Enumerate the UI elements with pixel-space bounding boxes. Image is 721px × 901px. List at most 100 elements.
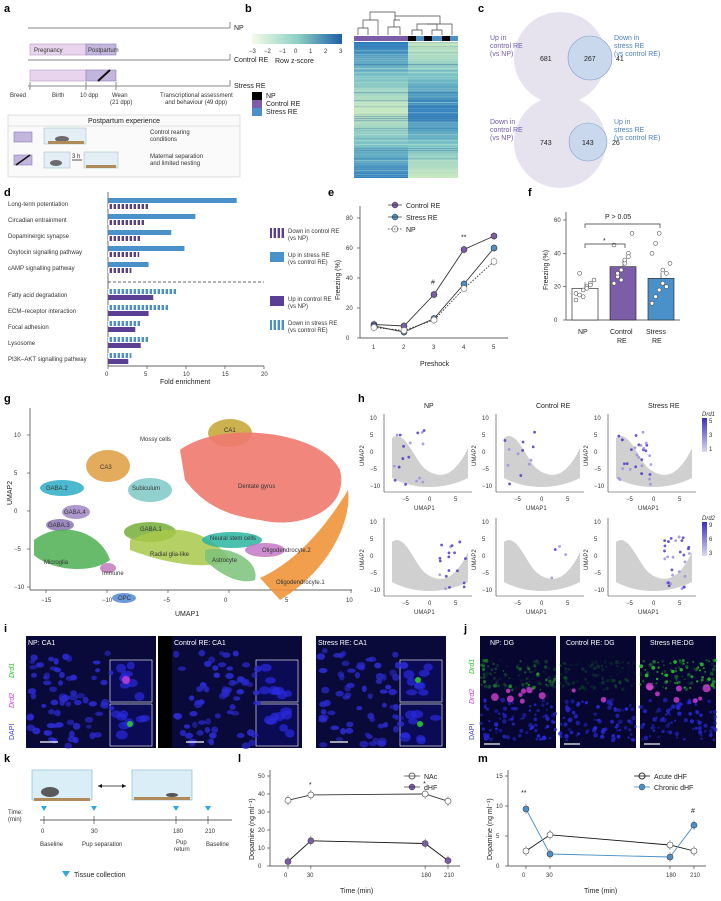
bar-down-stress — [108, 321, 141, 326]
zscore-label: Row z-score — [275, 58, 314, 65]
e-xtick: 2 — [402, 345, 406, 351]
heatmap-row — [354, 84, 458, 85]
heatmap-row — [354, 66, 458, 68]
point — [666, 841, 674, 849]
svg-text:CA3: CA3 — [100, 465, 112, 471]
h-gene-label: Drd1 — [702, 412, 715, 418]
svg-text:(vs NP): (vs NP) — [490, 51, 513, 58]
heatmap-row — [354, 86, 458, 88]
zscore-tick: −1 — [279, 49, 287, 55]
h-ytick: −5 — [594, 467, 602, 473]
e-point — [490, 258, 498, 265]
heatmap-row — [354, 142, 458, 144]
e-ytick: 80 — [346, 216, 353, 222]
svg-text:and behaviour (49 dpp): and behaviour (49 dpp) — [165, 100, 227, 106]
point — [546, 850, 554, 858]
h-xtick: −5 — [626, 497, 634, 503]
heatmap-row — [354, 124, 458, 126]
h-xtick: −5 — [514, 601, 522, 607]
h-ytick: −5 — [594, 571, 602, 577]
i-label-drd2: Drd2 — [9, 693, 16, 708]
point — [690, 821, 698, 829]
f-bar — [647, 277, 675, 321]
point — [690, 847, 698, 855]
d-xtick: 0 — [105, 372, 109, 378]
h-ytick: 5 — [370, 433, 374, 439]
svg-text:i: i — [4, 623, 7, 635]
legend-control: Control RE — [266, 101, 301, 108]
heatmap-row — [354, 68, 458, 70]
e-point — [490, 244, 498, 252]
heatmap-row — [354, 170, 458, 172]
h-colorbar — [702, 522, 707, 556]
svg-text:Up in control RE: Up in control RE — [288, 297, 332, 303]
legend-np: NP — [266, 93, 276, 100]
heatmap-row — [354, 176, 458, 178]
svg-text:Neural stem cells: Neural stem cells — [210, 536, 256, 542]
l-annotation: * — [309, 782, 312, 789]
svg-text:Down in: Down in — [490, 119, 515, 126]
svg-text:(21 dpp): (21 dpp) — [110, 100, 132, 106]
zscore-tick: −3 — [249, 49, 257, 55]
svg-text:d: d — [4, 187, 11, 199]
svg-text:Oligodendrocyte.2: Oligodendrocyte.2 — [262, 548, 311, 554]
g-xtick: 5 — [285, 598, 289, 604]
k-collection-marker — [205, 806, 211, 811]
svg-text:Up in stress RE: Up in stress RE — [288, 253, 330, 259]
panel-b-heatmap: −3 −2 −1 0 1 2 3 Row z-score NP Control RE Str… — [249, 11, 458, 178]
h-ytick: 10 — [482, 520, 489, 526]
svg-text:(min): (min) — [8, 817, 22, 823]
h-ylabel: UMAP2 — [472, 549, 478, 570]
f-ytick: 60 — [554, 218, 561, 224]
h-ytick: −10 — [482, 588, 493, 594]
svg-text:a: a — [4, 3, 11, 15]
point — [444, 857, 452, 864]
heatmap-row — [354, 54, 458, 56]
h-xtick: 0 — [428, 497, 432, 503]
i-title-stress: Stress RE: CA1 — [318, 640, 367, 647]
h-xtick: −5 — [626, 601, 634, 607]
svg-text:(vs control RE): (vs control RE) — [288, 328, 328, 334]
zscore-tick: −2 — [264, 49, 272, 55]
xtick: 180 — [666, 873, 677, 879]
heatmap-row — [354, 104, 458, 106]
e-annotation: ** — [461, 235, 467, 242]
f-ytick: 20 — [554, 285, 561, 291]
svg-text:Drd2: Drd2 — [469, 689, 476, 704]
bar-down-control — [108, 236, 141, 241]
h-xlabel: UMAP1 — [526, 506, 547, 512]
svg-text:Time:: Time: — [8, 810, 23, 816]
e-ytick: 40 — [346, 276, 353, 282]
svg-text:GABA.2: GABA.2 — [46, 486, 68, 492]
svg-text:j: j — [463, 623, 467, 635]
heatmap-row — [354, 172, 458, 174]
e-legend-control: Control RE — [406, 203, 441, 210]
svg-text:Dentate gyrus: Dentate gyrus — [238, 484, 275, 490]
event-birth: Birth — [52, 93, 64, 99]
panel-g-umap: −15 −10 −5 0 5 10 10 5 0 −5 −10 UMAP2 UMAP1 Mossy … — [7, 408, 353, 618]
svg-text:(vs control RE): (vs control RE) — [288, 260, 328, 266]
h-ytick: −5 — [482, 467, 490, 473]
venn2-overlap: 143 — [582, 140, 594, 147]
h-xtick: 5 — [454, 601, 458, 607]
heatmap-row — [354, 150, 458, 152]
e-xtick: 1 — [372, 345, 376, 351]
heatmap-row — [354, 110, 458, 112]
h-xlabel: UMAP1 — [526, 610, 547, 616]
venn2-left: 743 — [540, 140, 552, 147]
series-line — [525, 808, 695, 858]
heatmap-row — [354, 72, 458, 74]
svg-text:Mossy cells: Mossy cells — [140, 437, 171, 443]
heatmap-row — [354, 94, 458, 96]
panel-f-bar-chart: 0 20 40 60 Freezing (%) * P > 0.05 NP Contr… — [543, 212, 680, 345]
heatmap-row — [354, 130, 458, 132]
g-ytick: 0 — [14, 509, 18, 515]
k-phase-baseline2: Baseline — [206, 842, 230, 848]
venn1-overlap: 267 — [584, 56, 596, 63]
j-title-stress: Stress RE:DG — [650, 640, 694, 647]
k-time: 180 — [173, 829, 184, 835]
e-legend-stress: Stress RE — [406, 215, 438, 222]
g-ytick: −5 — [14, 547, 22, 553]
svg-text:h: h — [358, 393, 365, 405]
